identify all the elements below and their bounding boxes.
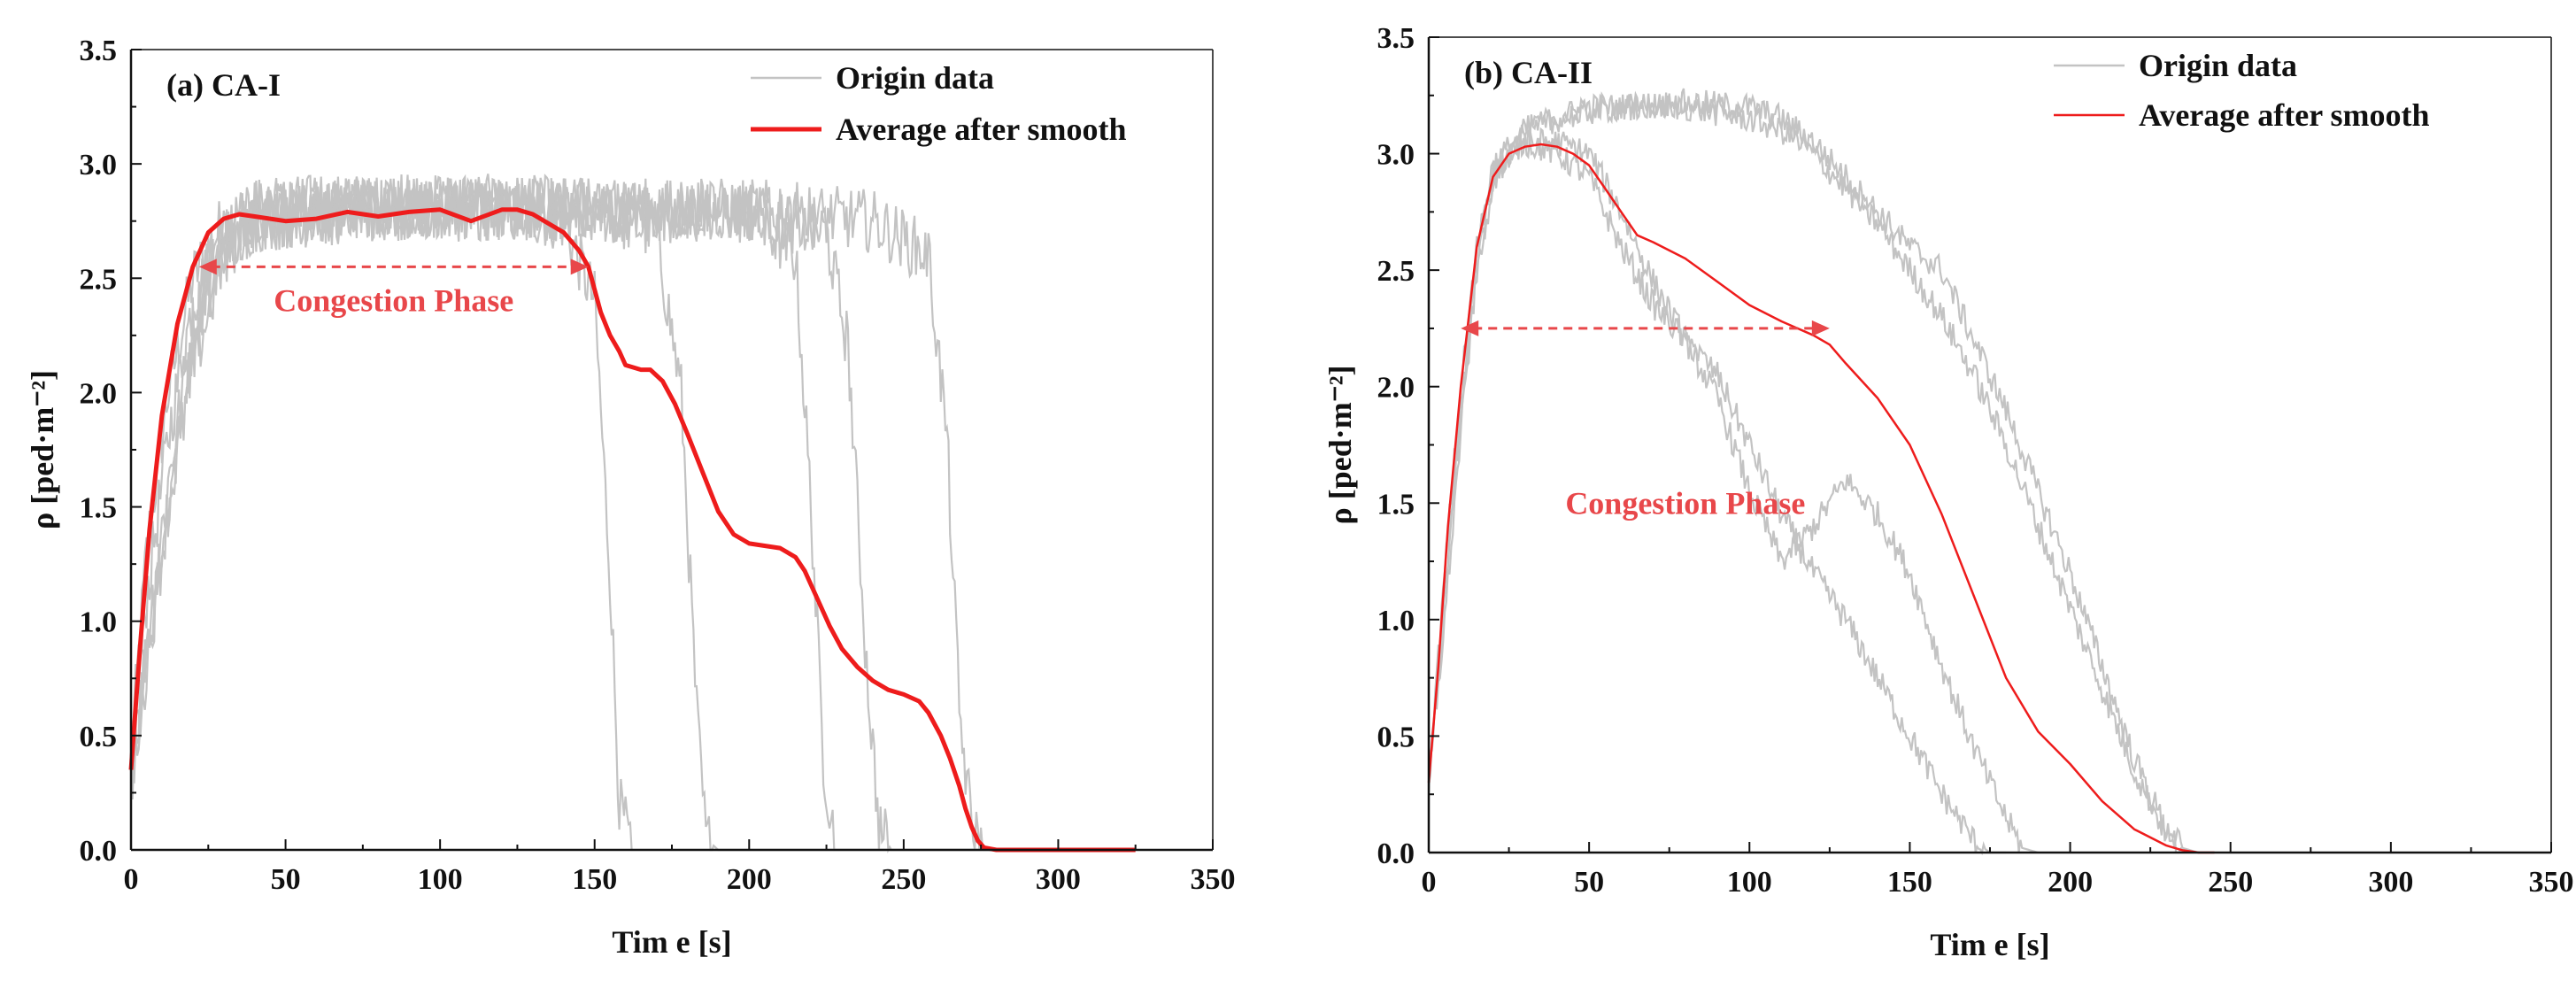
x-tick-label: 100: [418, 863, 463, 896]
y-tick-label: 1.0: [80, 606, 118, 639]
y-tick-label: 0.0: [80, 835, 118, 868]
y-tick-label: 0.0: [1377, 837, 1415, 870]
y-axis-title: ρ [ped·m⁻²]: [25, 370, 60, 529]
y-tick-label: 1.0: [1377, 605, 1415, 637]
panel-label: (a) CA-I: [166, 67, 281, 103]
x-tick-label: 0: [1422, 866, 1437, 899]
x-axis-title: Tim e [s]: [1930, 927, 2049, 962]
chart-panel-a: 0 50 100 150 200 250 300 350 0.0 0.5 1.0 1.5 2.0 2.5 3…: [25, 35, 1236, 960]
x-tick-label: 300: [2368, 866, 2413, 899]
chart-panel-b: 0 50 100 150 200 250 300 350 0.0 0.5 1.0 1.5 2.0 2.5 3…: [1323, 22, 2574, 962]
x-tick-label: 150: [572, 863, 617, 896]
x-tick-label: 250: [881, 863, 926, 896]
y-tick-label: 3.5: [80, 35, 118, 67]
origin-data-line: [130, 174, 1136, 852]
x-tick-label: 50: [271, 863, 301, 896]
average-smooth-line: [1427, 143, 2215, 854]
arrow-head-right: [570, 259, 589, 275]
y-tick-label: 0.5: [1377, 721, 1415, 753]
x-tick-label: 350: [2529, 866, 2574, 899]
legend-label-origin: Origin data: [2139, 48, 2297, 83]
origin-data-line: [129, 174, 1136, 852]
arrow-head-left: [198, 259, 217, 275]
y-tick-label: 3.0: [1377, 139, 1415, 172]
origin-data-line: [129, 175, 1136, 852]
legend-label-origin: Origin data: [836, 60, 994, 96]
x-tick-label: 350: [1191, 863, 1236, 896]
arrow-head-left: [1461, 320, 1479, 336]
y-tick-label: 2.0: [80, 377, 118, 410]
average-smooth-line: [128, 207, 1136, 853]
y-tick-label: 3.0: [80, 149, 118, 181]
y-axis-title: ρ [ped·m⁻²]: [1323, 365, 1358, 524]
x-tick-label: 250: [2208, 866, 2253, 899]
y-tick-label: 2.0: [1377, 372, 1415, 405]
x-tick-label: 150: [1887, 866, 1932, 899]
x-tick-label: 100: [1727, 866, 1772, 899]
origin-data-line: [1427, 90, 2199, 854]
congestion-phase-label: Congestion Phase: [274, 282, 513, 318]
legend-label-average: Average after smooth: [2139, 97, 2430, 133]
legend-label-average: Average after smooth: [836, 112, 1127, 147]
y-tick-label: 1.5: [80, 492, 118, 525]
y-tick-label: 0.5: [80, 721, 118, 753]
y-tick-label: 3.5: [1377, 22, 1415, 55]
panel-label: (b) CA-II: [1464, 55, 1593, 90]
x-tick-label: 200: [727, 863, 772, 896]
x-tick-label: 50: [1574, 866, 1604, 899]
y-tick-label: 2.5: [1377, 255, 1415, 288]
x-tick-label: 300: [1036, 863, 1081, 896]
x-axis-title: Tim e [s]: [612, 924, 731, 960]
x-tick-label: 200: [2048, 866, 2093, 899]
arrow-head-right: [1811, 320, 1830, 336]
y-tick-label: 1.5: [1377, 488, 1415, 521]
congestion-phase-label: Congestion Phase: [1565, 485, 1805, 521]
y-tick-label: 2.5: [80, 263, 118, 296]
origin-data-line: [129, 177, 1136, 852]
x-tick-label: 0: [124, 863, 139, 896]
origin-data-line: [129, 176, 1136, 854]
origin-data-line: [1427, 88, 2199, 854]
